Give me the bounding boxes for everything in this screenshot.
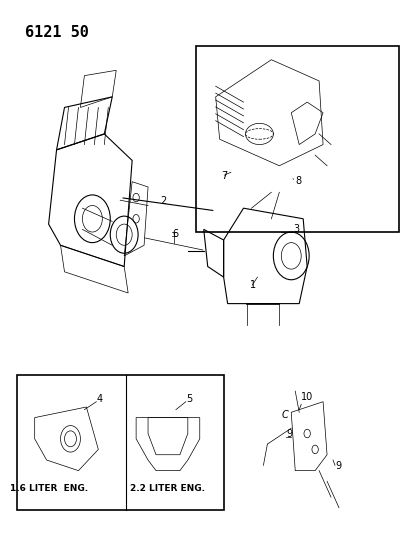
Text: 7: 7 xyxy=(222,171,228,181)
Text: 6121 50: 6121 50 xyxy=(25,25,89,41)
Text: 5: 5 xyxy=(186,394,192,403)
Text: 4: 4 xyxy=(96,394,102,403)
Text: 2.2 LITER ENG.: 2.2 LITER ENG. xyxy=(131,483,206,492)
Text: 3: 3 xyxy=(293,224,299,234)
Text: 2: 2 xyxy=(160,197,166,206)
Text: 10: 10 xyxy=(301,392,313,402)
Bar xyxy=(17,375,224,511)
Text: 9: 9 xyxy=(286,429,293,439)
Text: 8: 8 xyxy=(295,176,302,187)
Text: 1: 1 xyxy=(249,280,256,290)
Text: 1.6 LITER  ENG.: 1.6 LITER ENG. xyxy=(9,483,88,492)
Bar xyxy=(196,46,399,232)
Text: 6: 6 xyxy=(172,229,178,239)
Text: C: C xyxy=(281,410,288,419)
Text: 9: 9 xyxy=(335,461,341,471)
